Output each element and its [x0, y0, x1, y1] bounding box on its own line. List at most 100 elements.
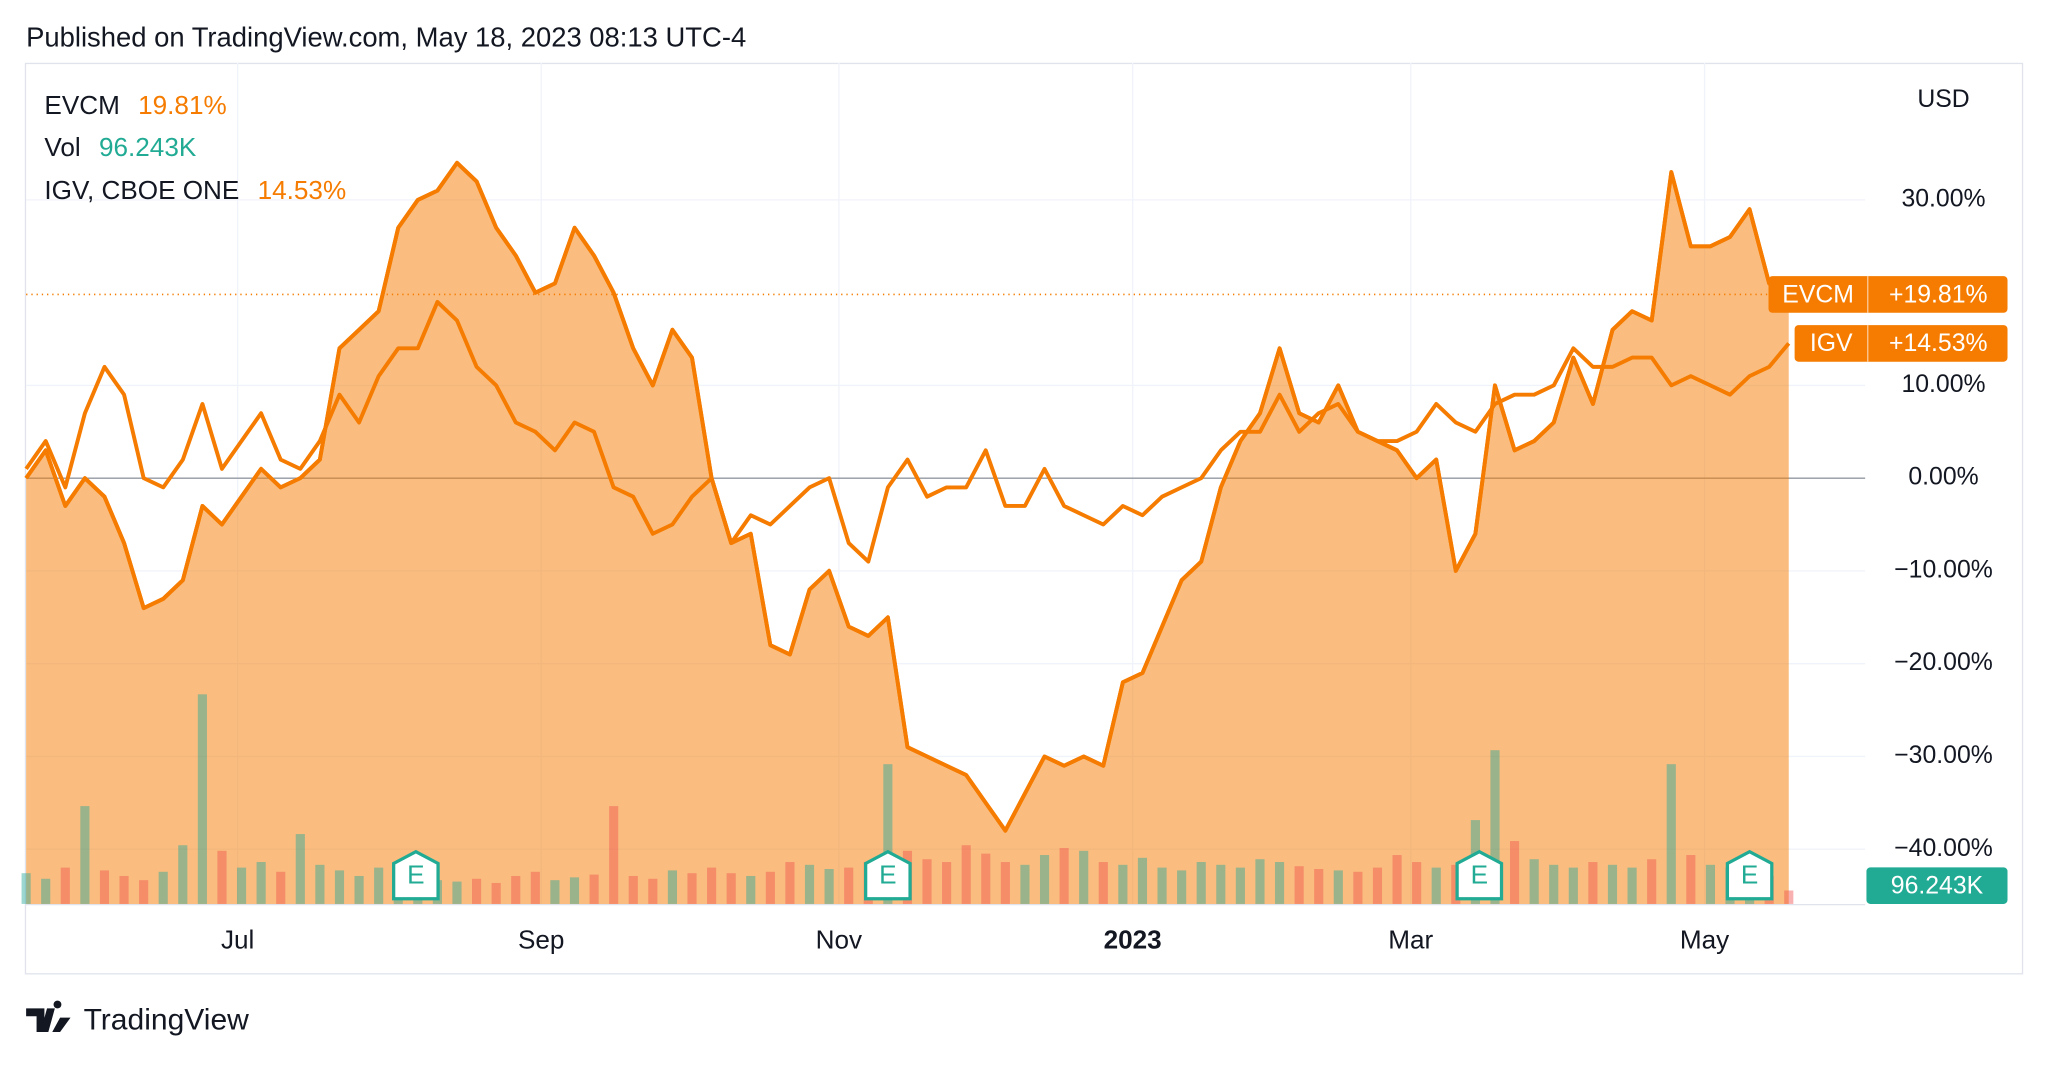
series-line [24, 299, 1791, 564]
volume-bar [334, 870, 345, 904]
volume-bar [1294, 866, 1304, 904]
price-tag-value: +14.53% [1889, 330, 1988, 357]
legend-value: 14.53% [258, 175, 347, 205]
y-tick-label: −30.00% [1894, 742, 1993, 769]
y-tick-label: −20.00% [1894, 649, 1993, 676]
legend-value: 19.81% [138, 90, 227, 120]
volume-bar [256, 862, 266, 904]
price-tag [1768, 276, 2008, 313]
volume-bar [1529, 859, 1539, 904]
volume-bar [1705, 864, 1715, 904]
volume-bar [217, 850, 227, 904]
volume-tag-value: 96.243K [1891, 873, 1984, 900]
x-tick-label: Mar [1388, 925, 1433, 955]
volume-bar [1666, 764, 1676, 904]
volume-bar [922, 859, 932, 904]
volume-bar [1510, 841, 1520, 904]
published-note: Published on TradingView.com, May 18, 20… [26, 22, 746, 53]
y-tick-label: 10.00% [1901, 371, 1985, 398]
volume-bar [1118, 864, 1128, 904]
volume-bar [1020, 864, 1030, 904]
price-tag-value: +19.81% [1889, 281, 1988, 308]
price-tag [1794, 325, 2008, 362]
volume-bar [1627, 867, 1637, 904]
volume-bar [21, 873, 31, 904]
volume-bar [1235, 867, 1245, 904]
volume-bar [197, 694, 207, 904]
volume-bar [961, 845, 971, 904]
volume-bar [707, 867, 717, 904]
volume-bar [119, 875, 129, 904]
volume-bar [1333, 870, 1343, 904]
volume-bar [1157, 867, 1167, 904]
volume-bar [1372, 867, 1383, 904]
y-tick-label: −40.00% [1894, 835, 1993, 862]
volume-bar [472, 878, 482, 904]
volume-bar [569, 877, 580, 904]
volume-bar [1000, 862, 1010, 904]
plot: Jul Sep Nov 2023 Mar May 30.00% 10.00% 0.00% −10.… [21, 62, 2008, 955]
volume-bar [1588, 862, 1598, 904]
volume-bar [1196, 862, 1206, 904]
chart-frame [24, 62, 2024, 975]
volume-bar [628, 875, 638, 904]
x-tick-label: Nov [816, 925, 862, 955]
x-tick-label: 2023 [1104, 925, 1162, 955]
event-badge [864, 849, 912, 901]
volume-bar [1490, 750, 1500, 904]
currency-label: USD [1917, 86, 1969, 113]
volume-bar [1431, 867, 1441, 904]
volume-bar [530, 871, 540, 904]
volume-bar [1647, 859, 1657, 904]
price-tag-name: IGV [1810, 330, 1853, 357]
volume-bar [276, 871, 286, 904]
volume-bar [158, 871, 168, 904]
volume-bar [765, 871, 775, 904]
volume-bar [1568, 867, 1578, 904]
volume-bar [1137, 857, 1148, 904]
volume-bar [942, 862, 952, 904]
volume-bar [667, 870, 677, 904]
volume-bar [452, 881, 462, 904]
y-tick-label: 30.00% [1901, 185, 1985, 212]
volume-bar [1079, 850, 1089, 904]
volume-bar [1098, 862, 1108, 904]
legend-name: EVCM [44, 90, 119, 120]
x-tick-label: Jul [221, 925, 254, 955]
volume-bar [236, 867, 247, 904]
volume-bar [1784, 890, 1794, 904]
volume-bar [609, 806, 619, 904]
volume-bar [883, 764, 893, 904]
volume-bar [354, 875, 364, 904]
volume-bar [844, 867, 854, 904]
volume-bar [295, 834, 305, 904]
volume-bar [1216, 864, 1226, 904]
volume-bar [1607, 864, 1618, 904]
brand-logo [26, 1000, 71, 1032]
event-badge [1455, 849, 1504, 901]
volume-bar [1255, 859, 1265, 904]
volume-bar [41, 878, 51, 904]
volume-bar [491, 882, 501, 904]
volume-bar [315, 864, 325, 904]
volume-bar [374, 867, 384, 904]
volume-bar [1274, 862, 1285, 904]
volume-bar [1039, 855, 1050, 904]
volume-bar [1059, 848, 1069, 904]
volume-bar [726, 873, 736, 904]
volume-bar [99, 870, 110, 904]
legend-name: IGV, CBOE ONE [44, 175, 239, 205]
volume-bar [550, 880, 560, 904]
volume-bar [589, 874, 599, 904]
volume-bar [1412, 862, 1422, 904]
event-label: E [1741, 859, 1758, 889]
volume-bar [1686, 855, 1696, 904]
volume-bar [511, 875, 521, 904]
y-tick-label: 0.00% [1908, 464, 1978, 491]
volume-bar [824, 869, 834, 904]
legend-value: 96.243K [99, 132, 197, 162]
x-tick-label: Sep [518, 925, 564, 955]
volume-bar [1177, 870, 1187, 904]
event-badge [392, 849, 440, 901]
